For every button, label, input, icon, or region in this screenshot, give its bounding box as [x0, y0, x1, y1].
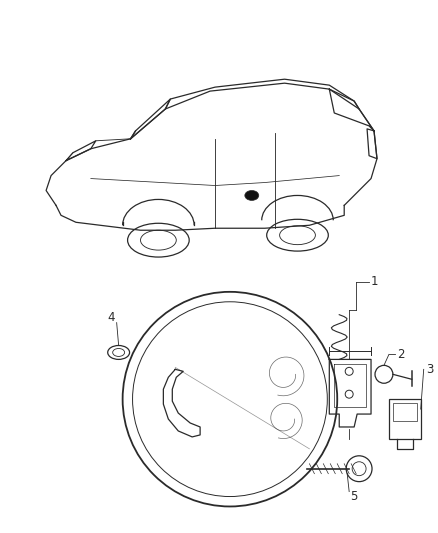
- Text: 3: 3: [425, 363, 432, 376]
- Text: 1: 1: [370, 276, 378, 288]
- Ellipse shape: [244, 190, 258, 200]
- Text: 4: 4: [107, 311, 114, 324]
- Text: 2: 2: [396, 348, 403, 361]
- Text: 5: 5: [350, 490, 357, 503]
